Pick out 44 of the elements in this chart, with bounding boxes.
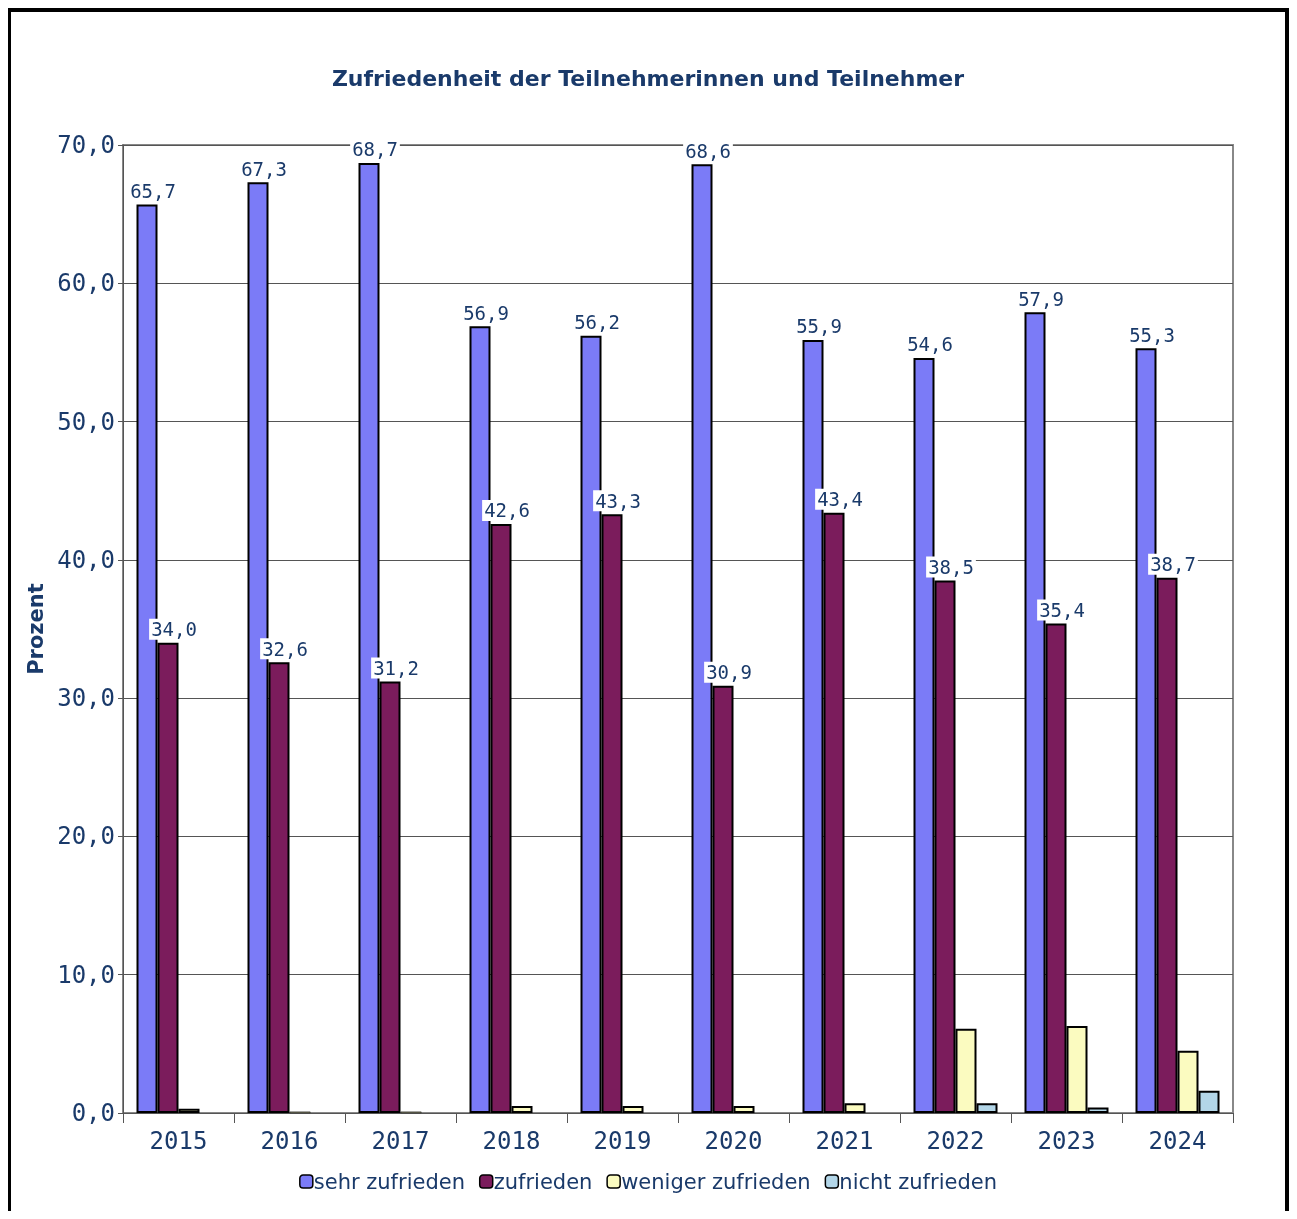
data-label: 55,3 [1129,323,1175,346]
data-label: 31,2 [373,657,419,680]
x-tick-label: 2020 [704,1127,763,1155]
data-label: 57,9 [1018,287,1064,310]
x-tick-label: 2024 [1148,1127,1207,1155]
data-label: 55,9 [796,315,842,338]
data-label: 68,7 [352,138,398,161]
legend-label: nicht zufrieden [839,1169,997,1194]
data-label: 65,7 [130,179,176,202]
data-label: 43,3 [595,489,641,512]
data-label: 38,7 [1150,553,1196,576]
legend-label: sehr zufrieden [313,1169,465,1194]
data-label: 38,5 [928,556,974,579]
data-label: 56,9 [463,301,509,324]
y-tick-label: 0,0 [71,1099,115,1127]
x-tick-label: 2016 [260,1127,319,1155]
x-tick-label: 2018 [482,1127,541,1155]
x-tick-label: 2021 [815,1127,874,1155]
data-label: 68,6 [685,139,731,162]
y-tick-label: 50,0 [57,407,115,436]
x-tick-label: 2019 [593,1127,652,1155]
y-tick-label: 20,0 [57,822,115,851]
chart-title: Zufriedenheit der Teilnehmerinnen und Teilnehmer [331,65,965,91]
y-tick-label: 40,0 [57,545,115,574]
x-tick-label: 2015 [149,1127,208,1155]
data-label: 54,6 [907,333,953,356]
data-label: 56,2 [574,311,620,334]
y-tick-label: 70,0 [57,131,115,159]
data-label: 32,6 [262,637,308,660]
y-axis-title: Prozent [23,583,48,675]
y-tick-label: 10,0 [57,960,115,989]
data-label: 34,0 [151,618,197,641]
y-tick-label: 60,0 [57,269,115,298]
data-label: 43,4 [817,488,863,511]
x-tick-label: 2017 [371,1127,430,1155]
data-label: 30,9 [706,661,752,684]
data-label: 35,4 [1039,598,1085,621]
legend-label: weniger zufrieden [621,1169,811,1194]
x-tick-label: 2022 [926,1127,985,1155]
y-tick-label: 30,0 [57,684,115,713]
x-tick-label: 2023 [1037,1127,1096,1155]
data-label: 42,6 [484,499,530,522]
legend-label: zufrieden [493,1169,593,1194]
data-label: 67,3 [241,157,287,180]
